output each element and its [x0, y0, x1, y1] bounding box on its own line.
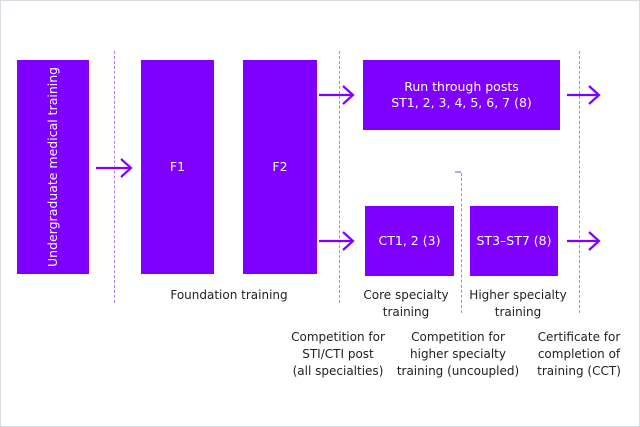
- core-training-box: CT1, 2 (3): [365, 206, 454, 276]
- arrow-icon: [567, 85, 601, 105]
- higher-specialty-label: Higher specialty training: [469, 288, 567, 319]
- run-through-years: ST1, 2, 3, 4, 5, 6, 7 (8): [391, 95, 532, 110]
- milestone-cct: Certificate for completion of training (CC…: [537, 330, 621, 378]
- arrow-icon: [96, 158, 133, 178]
- foundation-training-label: Foundation training: [170, 288, 288, 302]
- divider-line: [339, 51, 340, 303]
- arrow-icon: [319, 231, 355, 251]
- arrow-icon: [567, 231, 601, 251]
- divider-line: [114, 51, 115, 303]
- undergraduate-box: Undergraduate medical training: [17, 60, 89, 274]
- f1-box: F1: [141, 60, 214, 274]
- milestone-higher-competition: Competition for higher specialty training …: [396, 330, 520, 378]
- f2-label: F2: [272, 159, 288, 174]
- milestone-sti-cti-competition: Competition for STI/CTI post (all specialt…: [291, 330, 385, 378]
- core-specialty-label: Core specialty training: [363, 288, 449, 319]
- higher-training-label: ST3–ST7 (8): [476, 233, 552, 248]
- f2-box: F2: [243, 60, 317, 274]
- run-through-box: Run through posts ST1, 2, 3, 4, 5, 6, 7 …: [363, 60, 560, 130]
- higher-training-box: ST3–ST7 (8): [470, 206, 558, 276]
- f1-label: F1: [169, 159, 186, 174]
- divider-line: [579, 51, 580, 313]
- divider-line: [461, 173, 462, 313]
- run-through-title: Run through posts: [404, 79, 519, 94]
- arrow-icon: [319, 85, 355, 105]
- core-training-label: CT1, 2 (3): [378, 233, 441, 248]
